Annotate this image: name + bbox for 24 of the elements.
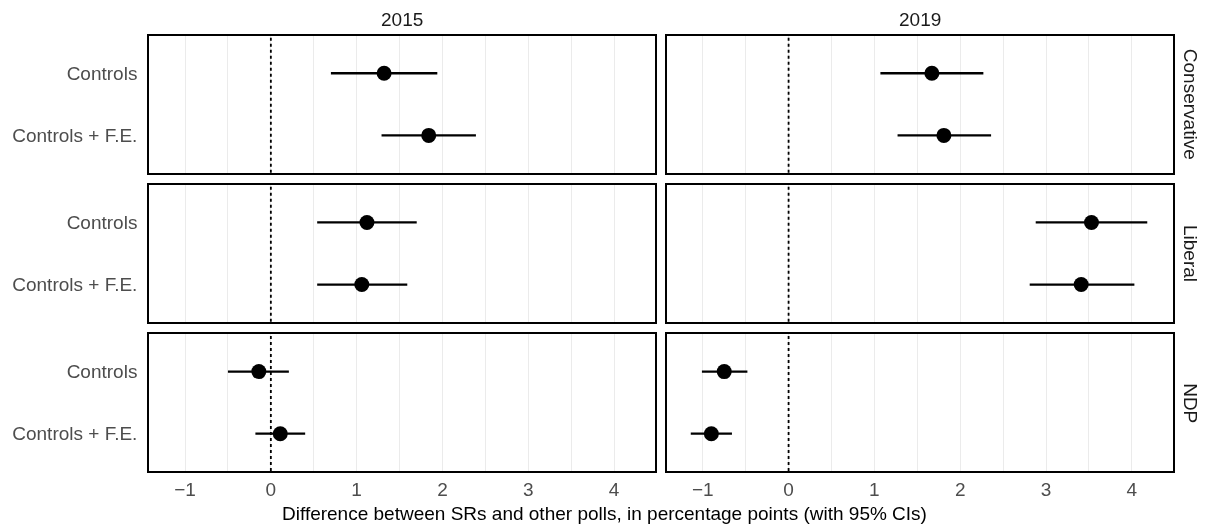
y-axis-title: Conservative xyxy=(1179,48,1201,160)
x-tick-label: 0 xyxy=(783,478,794,500)
x-tick-label: 2 xyxy=(437,478,448,500)
x-tick-label: 4 xyxy=(1126,478,1138,500)
x-tick-label: 3 xyxy=(1040,478,1052,500)
y-tick-label: Controls xyxy=(66,62,138,84)
x-tick-label: 2 xyxy=(954,478,966,500)
x-tick-label: −1 xyxy=(174,478,196,500)
chart-title: 2019 xyxy=(899,9,942,30)
x-tick-label: 0 xyxy=(265,478,277,500)
y-tick-label: Controls + F.E. xyxy=(12,423,138,445)
y-axis-title: Liberal xyxy=(1180,225,1201,283)
chart-title: 2015 xyxy=(381,9,424,30)
x-tick-label: 1 xyxy=(869,478,880,500)
y-tick-label: Controls xyxy=(66,212,138,234)
x-tick-label: 4 xyxy=(608,478,620,500)
x-axis-title: Difference between SRs and other polls, in percentage points (with 95% CIs) xyxy=(282,503,927,524)
y-tick-label: Controls xyxy=(66,361,138,383)
y-tick-label: Controls + F.E. xyxy=(12,274,138,296)
x-tick-label: −1 xyxy=(691,478,714,500)
x-tick-label: 3 xyxy=(522,478,534,500)
y-axis-title: NDP xyxy=(1180,383,1202,424)
y-tick-label: Controls + F.E. xyxy=(12,125,138,147)
x-tick-label: 1 xyxy=(351,478,362,500)
